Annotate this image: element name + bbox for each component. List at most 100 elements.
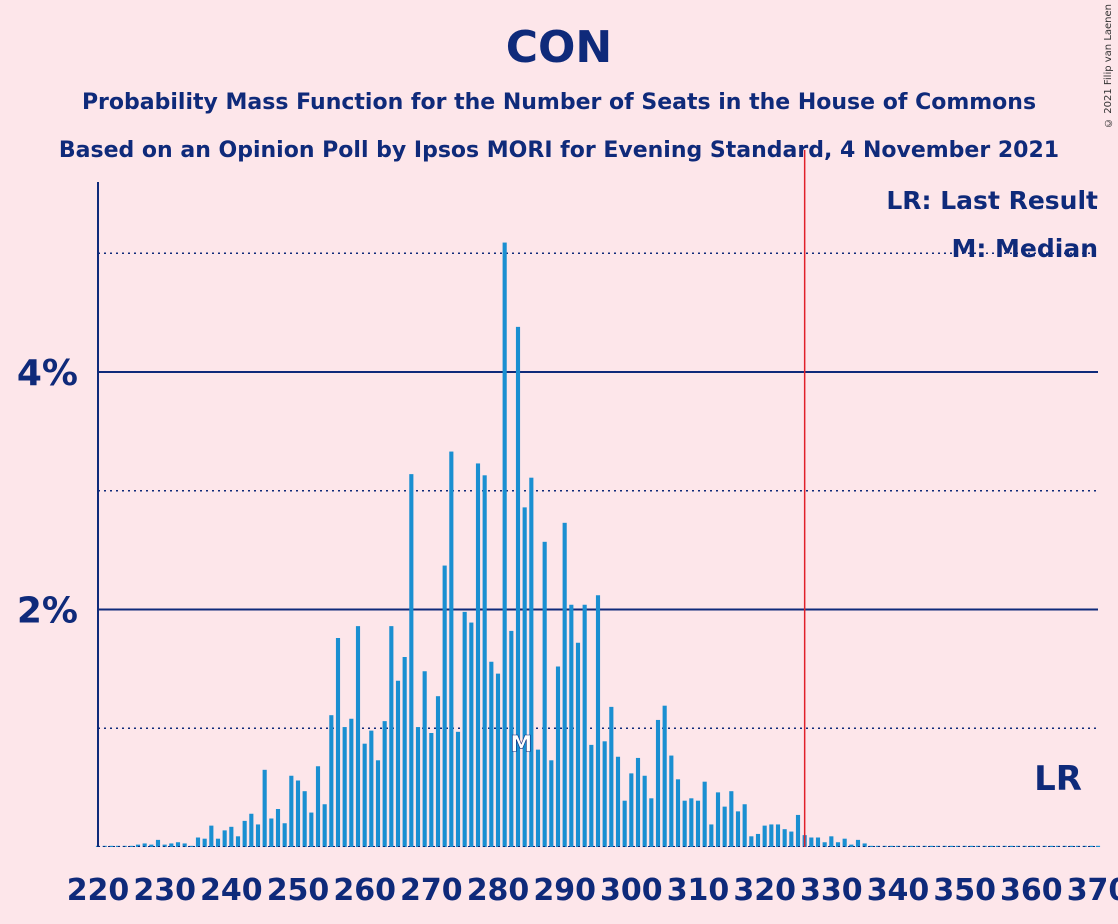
bar bbox=[495, 673, 501, 847]
bar bbox=[275, 809, 281, 847]
bar bbox=[835, 842, 841, 847]
y-tick-label: 2% bbox=[17, 591, 78, 632]
bar bbox=[909, 845, 914, 847]
x-tick-label: 330 bbox=[800, 873, 863, 908]
x-tick-label: 290 bbox=[533, 873, 596, 908]
x-tick-label: 310 bbox=[667, 873, 730, 908]
y-tick-label: 4% bbox=[17, 353, 78, 394]
bar bbox=[675, 779, 681, 847]
bar bbox=[402, 657, 407, 847]
x-tick-label: 280 bbox=[467, 873, 530, 908]
x-tick-label: 240 bbox=[200, 873, 263, 908]
bar bbox=[169, 843, 174, 847]
bar bbox=[309, 812, 314, 847]
bar bbox=[209, 825, 214, 847]
bar bbox=[782, 829, 787, 847]
bar bbox=[809, 837, 814, 847]
chart-subtitle-source: Based on an Opinion Poll by Ipsos MORI f… bbox=[58, 138, 1060, 163]
bar bbox=[255, 824, 261, 847]
bar bbox=[395, 680, 401, 847]
bar bbox=[702, 781, 707, 847]
bar bbox=[509, 630, 514, 847]
bar bbox=[242, 820, 247, 847]
bar bbox=[842, 838, 847, 847]
bar bbox=[329, 715, 334, 847]
bar bbox=[795, 814, 801, 847]
bar bbox=[349, 718, 354, 847]
bar bbox=[622, 800, 627, 847]
bar bbox=[595, 595, 601, 847]
bar bbox=[555, 666, 561, 847]
bar bbox=[475, 463, 481, 847]
bar bbox=[735, 811, 741, 847]
bar bbox=[1049, 845, 1054, 847]
bar bbox=[949, 845, 954, 847]
bar bbox=[389, 626, 394, 847]
bar bbox=[649, 798, 654, 847]
bar bbox=[322, 804, 327, 847]
bar bbox=[862, 843, 867, 847]
bar bbox=[635, 757, 641, 847]
bar bbox=[722, 806, 727, 847]
bar bbox=[669, 755, 674, 847]
bar bbox=[662, 705, 667, 847]
x-tick-label: 350 bbox=[933, 873, 996, 908]
median-marker: M bbox=[510, 732, 532, 757]
x-tick-label: 370 bbox=[1067, 873, 1118, 908]
bar bbox=[769, 824, 774, 847]
bar bbox=[282, 823, 287, 847]
bar bbox=[482, 475, 487, 847]
bar bbox=[589, 744, 594, 847]
bar bbox=[609, 706, 614, 847]
x-tick-label: 300 bbox=[600, 873, 663, 908]
bar bbox=[929, 845, 934, 847]
bar bbox=[129, 845, 134, 847]
bar bbox=[775, 824, 781, 847]
bar bbox=[449, 451, 454, 847]
last-result-label: LR bbox=[1034, 759, 1082, 799]
bar bbox=[602, 741, 607, 847]
bar bbox=[1095, 845, 1101, 847]
bar bbox=[222, 830, 227, 847]
bar bbox=[369, 730, 374, 847]
bar bbox=[382, 721, 387, 847]
bar bbox=[542, 541, 547, 847]
bar bbox=[189, 845, 194, 847]
bar bbox=[215, 838, 221, 847]
bar bbox=[1009, 845, 1014, 847]
bar bbox=[822, 842, 827, 847]
bar bbox=[742, 804, 747, 847]
bar bbox=[535, 749, 541, 847]
bar bbox=[815, 837, 821, 847]
bar bbox=[655, 719, 661, 847]
bar bbox=[629, 773, 634, 847]
bar bbox=[615, 756, 621, 847]
bar bbox=[1089, 845, 1094, 847]
bar bbox=[362, 743, 367, 847]
bar bbox=[202, 838, 207, 847]
bar bbox=[789, 831, 794, 847]
bar bbox=[315, 766, 321, 847]
bar bbox=[269, 818, 274, 847]
bar bbox=[689, 798, 694, 847]
chart-title: CON bbox=[505, 22, 613, 73]
bar bbox=[155, 839, 161, 847]
bar bbox=[549, 760, 554, 847]
bar bbox=[489, 661, 494, 847]
chart-subtitle: Probability Mass Function for the Number… bbox=[81, 90, 1037, 115]
bar bbox=[575, 642, 581, 847]
bar bbox=[869, 845, 874, 847]
bar bbox=[462, 611, 467, 847]
bar bbox=[355, 626, 361, 847]
bar bbox=[1069, 845, 1074, 847]
bar bbox=[889, 845, 894, 847]
bar bbox=[229, 826, 234, 847]
bar bbox=[715, 792, 721, 847]
bar bbox=[849, 844, 854, 847]
bar bbox=[562, 522, 567, 847]
bar bbox=[435, 696, 441, 847]
bar bbox=[455, 731, 461, 847]
bar bbox=[289, 775, 294, 847]
x-tick-label: 250 bbox=[267, 873, 330, 908]
x-tick-label: 360 bbox=[1000, 873, 1063, 908]
